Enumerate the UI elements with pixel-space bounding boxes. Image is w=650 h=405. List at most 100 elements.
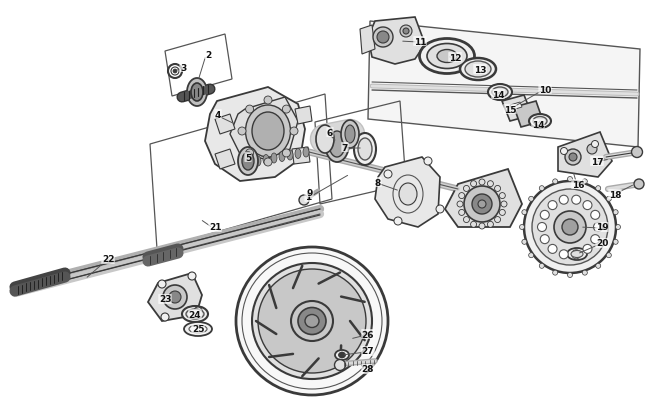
Text: 23: 23 bbox=[159, 295, 171, 304]
Polygon shape bbox=[295, 107, 312, 125]
Circle shape bbox=[238, 128, 246, 136]
Circle shape bbox=[524, 181, 616, 273]
Polygon shape bbox=[368, 22, 640, 148]
Circle shape bbox=[591, 211, 600, 220]
Circle shape bbox=[384, 171, 392, 179]
Ellipse shape bbox=[571, 251, 583, 258]
Circle shape bbox=[377, 32, 389, 44]
Text: 11: 11 bbox=[414, 37, 426, 47]
Ellipse shape bbox=[488, 85, 512, 101]
Polygon shape bbox=[375, 158, 440, 228]
Circle shape bbox=[163, 285, 187, 309]
Text: 6: 6 bbox=[327, 128, 333, 137]
Circle shape bbox=[582, 179, 588, 184]
Circle shape bbox=[587, 145, 597, 155]
Circle shape bbox=[479, 179, 485, 185]
Ellipse shape bbox=[305, 315, 319, 328]
Text: 8: 8 bbox=[375, 178, 381, 187]
Text: 10: 10 bbox=[539, 85, 551, 94]
Text: 13: 13 bbox=[474, 65, 486, 74]
Circle shape bbox=[400, 26, 412, 38]
Circle shape bbox=[194, 307, 202, 315]
Circle shape bbox=[479, 224, 485, 230]
Circle shape bbox=[593, 223, 603, 232]
Text: 26: 26 bbox=[362, 330, 374, 339]
Text: 9: 9 bbox=[307, 188, 313, 197]
Text: 21: 21 bbox=[209, 223, 221, 232]
Ellipse shape bbox=[298, 308, 326, 335]
Circle shape bbox=[572, 196, 580, 205]
Text: 7: 7 bbox=[342, 143, 348, 152]
Ellipse shape bbox=[437, 50, 457, 63]
Circle shape bbox=[559, 196, 568, 205]
Circle shape bbox=[188, 272, 196, 280]
Circle shape bbox=[616, 225, 621, 230]
Circle shape bbox=[463, 186, 469, 192]
Text: 2: 2 bbox=[205, 50, 211, 60]
Text: 17: 17 bbox=[591, 157, 603, 166]
Circle shape bbox=[335, 360, 346, 371]
Ellipse shape bbox=[258, 269, 366, 373]
Circle shape bbox=[158, 280, 166, 288]
Circle shape bbox=[436, 205, 444, 213]
Text: 27: 27 bbox=[361, 347, 374, 356]
Circle shape bbox=[499, 210, 505, 216]
Polygon shape bbox=[292, 148, 310, 164]
Circle shape bbox=[403, 29, 409, 35]
Text: 4: 4 bbox=[214, 110, 221, 119]
Circle shape bbox=[567, 273, 573, 278]
Text: 24: 24 bbox=[188, 310, 202, 319]
Text: 15: 15 bbox=[504, 105, 516, 114]
Text: 1: 1 bbox=[305, 193, 311, 202]
Circle shape bbox=[552, 271, 558, 275]
Polygon shape bbox=[558, 133, 612, 177]
Ellipse shape bbox=[465, 62, 491, 78]
Circle shape bbox=[488, 222, 493, 228]
Text: 14: 14 bbox=[532, 120, 544, 129]
Ellipse shape bbox=[238, 148, 258, 175]
Ellipse shape bbox=[329, 132, 345, 158]
Circle shape bbox=[592, 141, 599, 148]
Ellipse shape bbox=[325, 127, 349, 162]
Circle shape bbox=[560, 148, 567, 155]
Circle shape bbox=[394, 217, 402, 226]
Polygon shape bbox=[360, 26, 375, 55]
Text: 5: 5 bbox=[245, 153, 251, 162]
Polygon shape bbox=[368, 18, 425, 65]
Circle shape bbox=[472, 194, 492, 215]
Polygon shape bbox=[502, 96, 532, 122]
Circle shape bbox=[552, 179, 558, 184]
Circle shape bbox=[565, 149, 581, 166]
Ellipse shape bbox=[533, 117, 547, 126]
Circle shape bbox=[582, 271, 588, 275]
Text: 22: 22 bbox=[102, 255, 114, 264]
Ellipse shape bbox=[184, 322, 212, 336]
Circle shape bbox=[572, 250, 580, 259]
Circle shape bbox=[540, 186, 544, 191]
Circle shape bbox=[528, 197, 534, 202]
Circle shape bbox=[540, 211, 549, 220]
Circle shape bbox=[606, 197, 612, 202]
Text: 28: 28 bbox=[362, 364, 374, 373]
Ellipse shape bbox=[358, 139, 372, 161]
Circle shape bbox=[562, 220, 578, 235]
Ellipse shape bbox=[335, 350, 349, 360]
Circle shape bbox=[169, 291, 181, 303]
Polygon shape bbox=[215, 149, 235, 170]
Circle shape bbox=[290, 128, 298, 136]
Circle shape bbox=[161, 313, 169, 321]
Ellipse shape bbox=[354, 134, 376, 166]
Circle shape bbox=[559, 250, 568, 259]
Ellipse shape bbox=[246, 106, 291, 158]
Circle shape bbox=[424, 158, 432, 166]
Circle shape bbox=[299, 196, 309, 205]
Circle shape bbox=[459, 193, 465, 199]
Circle shape bbox=[499, 193, 505, 199]
Text: 25: 25 bbox=[192, 325, 204, 334]
Ellipse shape bbox=[252, 113, 284, 151]
Circle shape bbox=[471, 222, 476, 228]
Text: 19: 19 bbox=[595, 223, 608, 232]
Circle shape bbox=[373, 28, 393, 48]
Circle shape bbox=[613, 210, 618, 215]
Text: 3: 3 bbox=[180, 63, 186, 72]
